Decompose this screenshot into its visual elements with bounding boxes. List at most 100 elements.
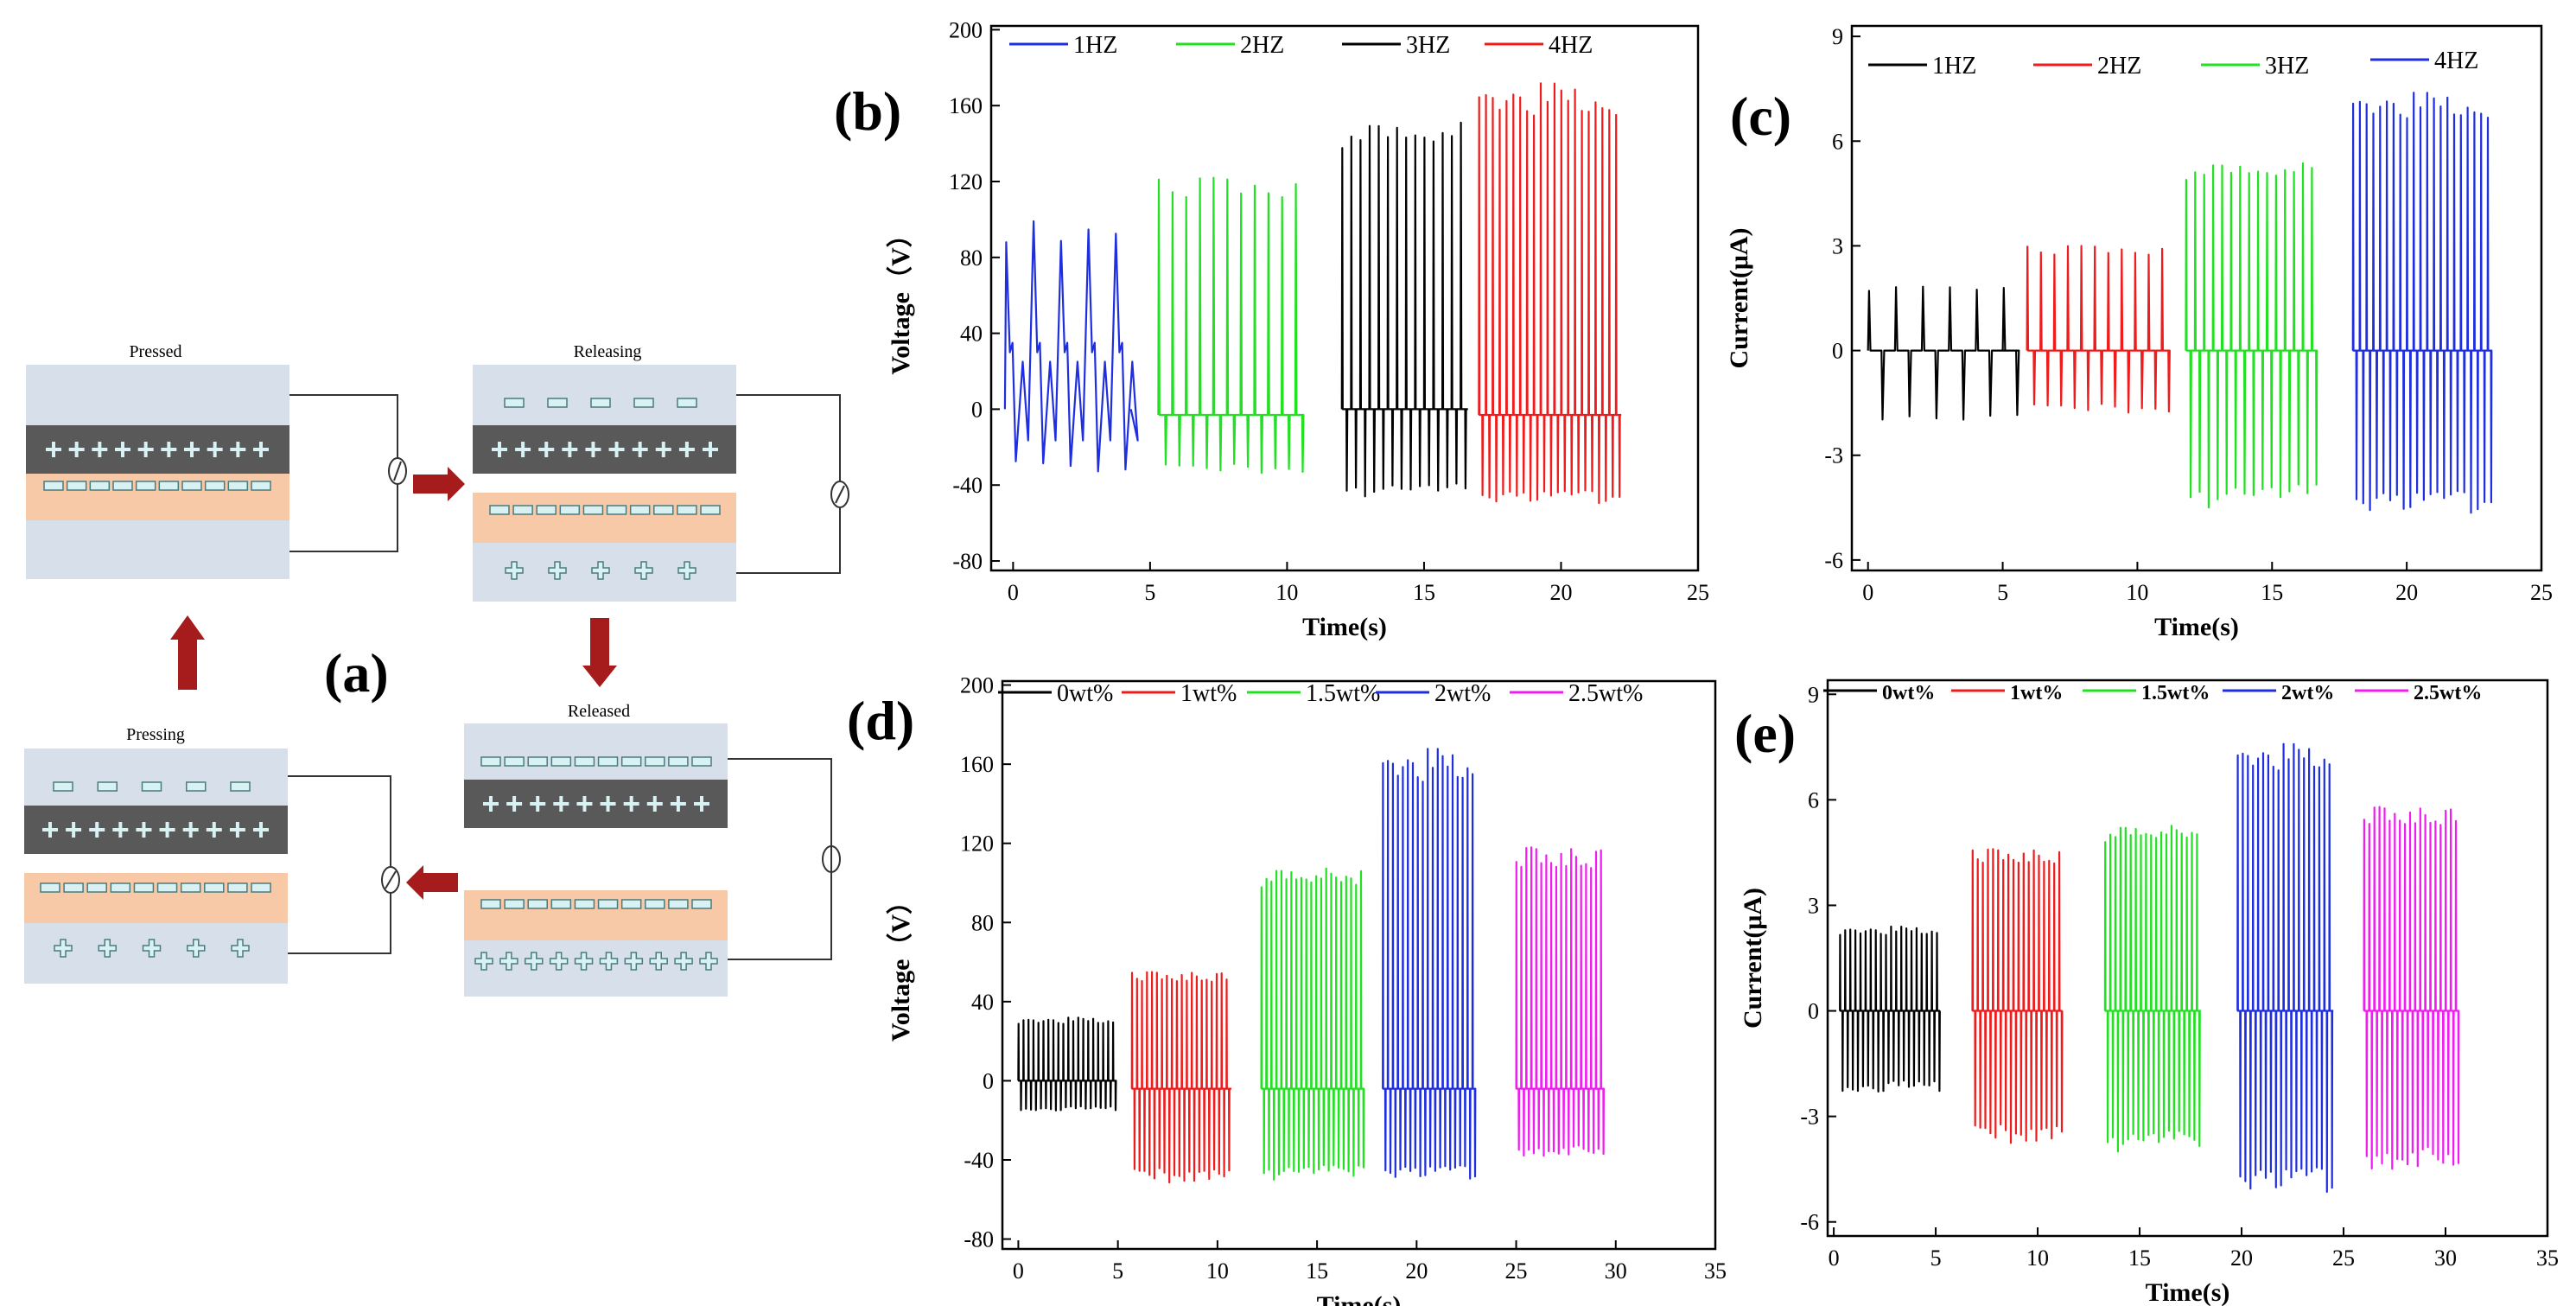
minus-charge-icon [204, 882, 225, 893]
plus-charge-icon [600, 796, 616, 812]
legend-label: 2HZ [2097, 53, 2141, 80]
minus-charge-icon [700, 505, 721, 515]
x-axis-title: Time(s) [2154, 613, 2239, 641]
minus-charge-icon [559, 505, 581, 515]
y-tick-label: 120 [960, 831, 994, 857]
minus-charge-icon [504, 398, 525, 408]
plus-charge-icon [525, 952, 544, 971]
minus-charge-icon [574, 899, 595, 909]
arrow-up-icon [170, 615, 205, 690]
chart-e-current-content: 0 5 10 15 20 25 30 35 -6 -3 0 3 6 9 Time(s) Current(μA)… [1734, 678, 2559, 1306]
minus-charge-icon [97, 781, 118, 792]
pressed-title: Pressed [129, 342, 181, 361]
plus-charge-icon [677, 561, 696, 580]
plus-charge-icon [98, 939, 117, 958]
x-tick-label: 0 [1013, 1258, 1024, 1284]
legend-label: 2wt% [2281, 682, 2334, 704]
plus-charge-icon [112, 822, 129, 838]
series-line-2HZ [1157, 176, 1305, 475]
x-tick-label: 35 [2536, 1245, 2559, 1271]
minus-charge-icon [66, 481, 87, 491]
x-tick-label: 0 [1829, 1245, 1840, 1271]
panel-label-d: (d) [847, 690, 914, 751]
plus-charge-icon [184, 442, 200, 457]
legend-label: 1wt% [1180, 680, 1237, 707]
minus-charge-icon [677, 505, 697, 515]
minus-charge-icon [489, 505, 510, 515]
plus-charge-icon [548, 561, 567, 580]
released-positive-layer [464, 780, 728, 828]
plus-charge-icon [506, 796, 523, 812]
plus-charge-icon [634, 561, 653, 580]
minus-charge-icon [550, 899, 572, 909]
minus-charge-icon [204, 481, 226, 491]
plus-charge-icon [474, 952, 493, 971]
legend-label: 2.5wt% [2414, 682, 2482, 704]
plus-charge-icon [576, 796, 593, 812]
x-tick-label: 25 [1687, 580, 1709, 605]
x-tick-label: 0 [1008, 580, 1019, 605]
pressing-state: Pressing [24, 725, 400, 984]
minus-charge-icon [691, 899, 712, 909]
released-circuit-wire [728, 758, 832, 960]
y-tick-label: 9 [1808, 682, 1819, 707]
plus-charge-icon [549, 952, 569, 971]
plus-charge-icon [699, 952, 718, 971]
releasing-charges [489, 398, 721, 580]
plus-charge-icon [207, 442, 223, 457]
pressed-bottom-electrode [26, 520, 289, 579]
minus-charge-icon [620, 899, 642, 909]
released-state: Released [464, 702, 841, 997]
minus-charge-icon [180, 882, 201, 893]
series-line-2wt% [2236, 742, 2334, 1193]
y-axis-title: Current(μA) [1725, 227, 1753, 368]
y-tick-label: 40 [971, 990, 994, 1015]
minus-charge-icon [43, 481, 64, 491]
legend-label: 4HZ [2434, 48, 2478, 74]
arrow-right-icon [413, 467, 465, 501]
plus-charge-icon [483, 796, 499, 812]
x-tick-label: 25 [2332, 1245, 2355, 1271]
pressing-meter-needle-icon [385, 870, 397, 889]
x-tick-label: 30 [2434, 1245, 2457, 1271]
minus-charge-icon [550, 756, 572, 767]
pressing-charges [40, 781, 271, 958]
legend-label: 2HZ [1240, 32, 1284, 59]
series-line-3HZ [1340, 121, 1468, 498]
y-tick-label: 80 [960, 245, 983, 271]
y-axis-title: Voltage（V） [886, 221, 915, 374]
minus-charge-icon [527, 756, 548, 767]
legend-label: 1HZ [1932, 53, 1976, 80]
plus-charge-icon [655, 442, 671, 457]
arrow-left-icon [406, 865, 458, 900]
plus-charge-icon [231, 939, 250, 958]
pressing-top-electrode [24, 749, 288, 806]
x-tick-label: 20 [2230, 1245, 2253, 1271]
plus-charge-icon [206, 822, 222, 838]
series-line-2wt% [1382, 748, 1477, 1180]
minus-charge-icon [547, 398, 568, 408]
x-tick-label: 15 [2261, 580, 2283, 605]
plus-charge-icon [66, 822, 82, 838]
y-axis-title: Current(μA) [1739, 888, 1767, 1029]
plus-charge-icon [115, 442, 130, 457]
minus-charge-icon [597, 756, 619, 767]
minus-charge-icon [480, 899, 501, 909]
x-axis-title: Time(s) [1317, 1291, 1402, 1306]
teng-mechanism-diagram: (a) Pressed Releasing [24, 342, 849, 997]
plus-charge-icon [230, 442, 246, 457]
series-line-4HZ [2351, 92, 2493, 514]
minus-charge-icon [620, 756, 642, 767]
pressed-positive-layer [26, 425, 289, 474]
x-tick-label: 5 [1144, 580, 1155, 605]
series-line-1HZ [1867, 285, 2020, 421]
plot-frame [1001, 679, 1717, 1251]
minus-charge-icon [156, 882, 178, 893]
y-tick-label: -3 [1824, 443, 1843, 468]
minus-charge-icon [181, 481, 202, 491]
x-tick-label: 15 [1413, 580, 1435, 605]
minus-charge-icon [653, 505, 674, 515]
minus-charge-icon [668, 899, 689, 909]
y-tick-label: 6 [1832, 129, 1843, 154]
